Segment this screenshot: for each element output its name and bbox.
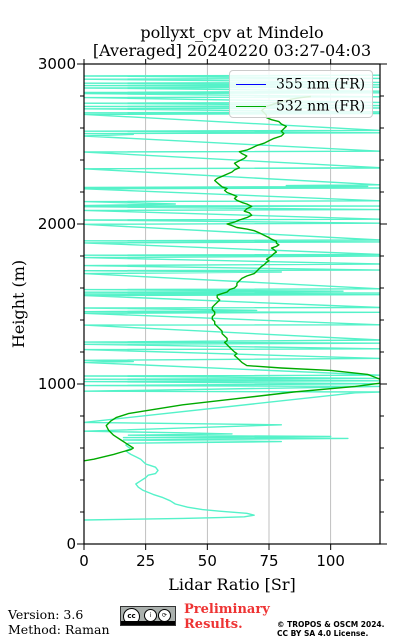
series-layer	[84, 74, 380, 521]
legend-label-532: 532 nm (FR)	[276, 98, 366, 115]
x-tick-label: 75	[259, 552, 278, 570]
y-tick-label: 1000	[38, 375, 76, 393]
x-tick-label: 25	[136, 552, 155, 570]
series-line-532	[84, 95, 380, 462]
chart-title-line-2: [Averaged] 20240220 03:27-04:03	[92, 41, 372, 60]
y-axis-label: Height (m)	[9, 260, 28, 348]
version-label: Version: 3.6	[8, 607, 84, 622]
preliminary-notice: Preliminary Results.	[184, 602, 270, 632]
legend-item-355: 355 nm (FR)	[236, 74, 365, 94]
preliminary-line-1: Preliminary	[184, 602, 270, 617]
license-strip	[121, 621, 175, 625]
x-tick-label: 0	[79, 552, 89, 570]
legend-swatch-355	[236, 84, 266, 85]
legend-item-532: 532 nm (FR)	[236, 96, 365, 116]
by-icon: i	[144, 609, 157, 622]
copyright-line-1: © TROPOS & OSCM 2024.	[277, 620, 385, 629]
x-tick-label: 100	[316, 552, 345, 570]
method-label: Method: Raman	[8, 622, 110, 637]
y-tick-label: 3000	[38, 55, 76, 73]
y-tick-label: 2000	[38, 215, 76, 233]
plot-frame	[83, 63, 381, 545]
x-axis-label: Lidar Ratio [Sr]	[168, 575, 296, 594]
chart-title-line-1: pollyxt_cpv at Mindelo	[140, 23, 324, 42]
legend-label-355: 355 nm (FR)	[276, 76, 366, 93]
preliminary-line-2: Results.	[184, 617, 243, 632]
chart-legend: 355 nm (FR) 532 nm (FR)	[229, 70, 373, 118]
legend-swatch-532	[236, 106, 266, 107]
copyright-notice: © TROPOS & OSCM 2024. CC BY SA 4.0 Licen…	[277, 620, 385, 638]
copyright-line-2: CC BY SA 4.0 License.	[277, 629, 369, 638]
series-line-355	[84, 74, 380, 521]
cc-by-sa-icon: cc i ⟳	[120, 606, 176, 626]
y-tick-label: 0	[66, 535, 76, 553]
x-tick-label: 50	[198, 552, 217, 570]
